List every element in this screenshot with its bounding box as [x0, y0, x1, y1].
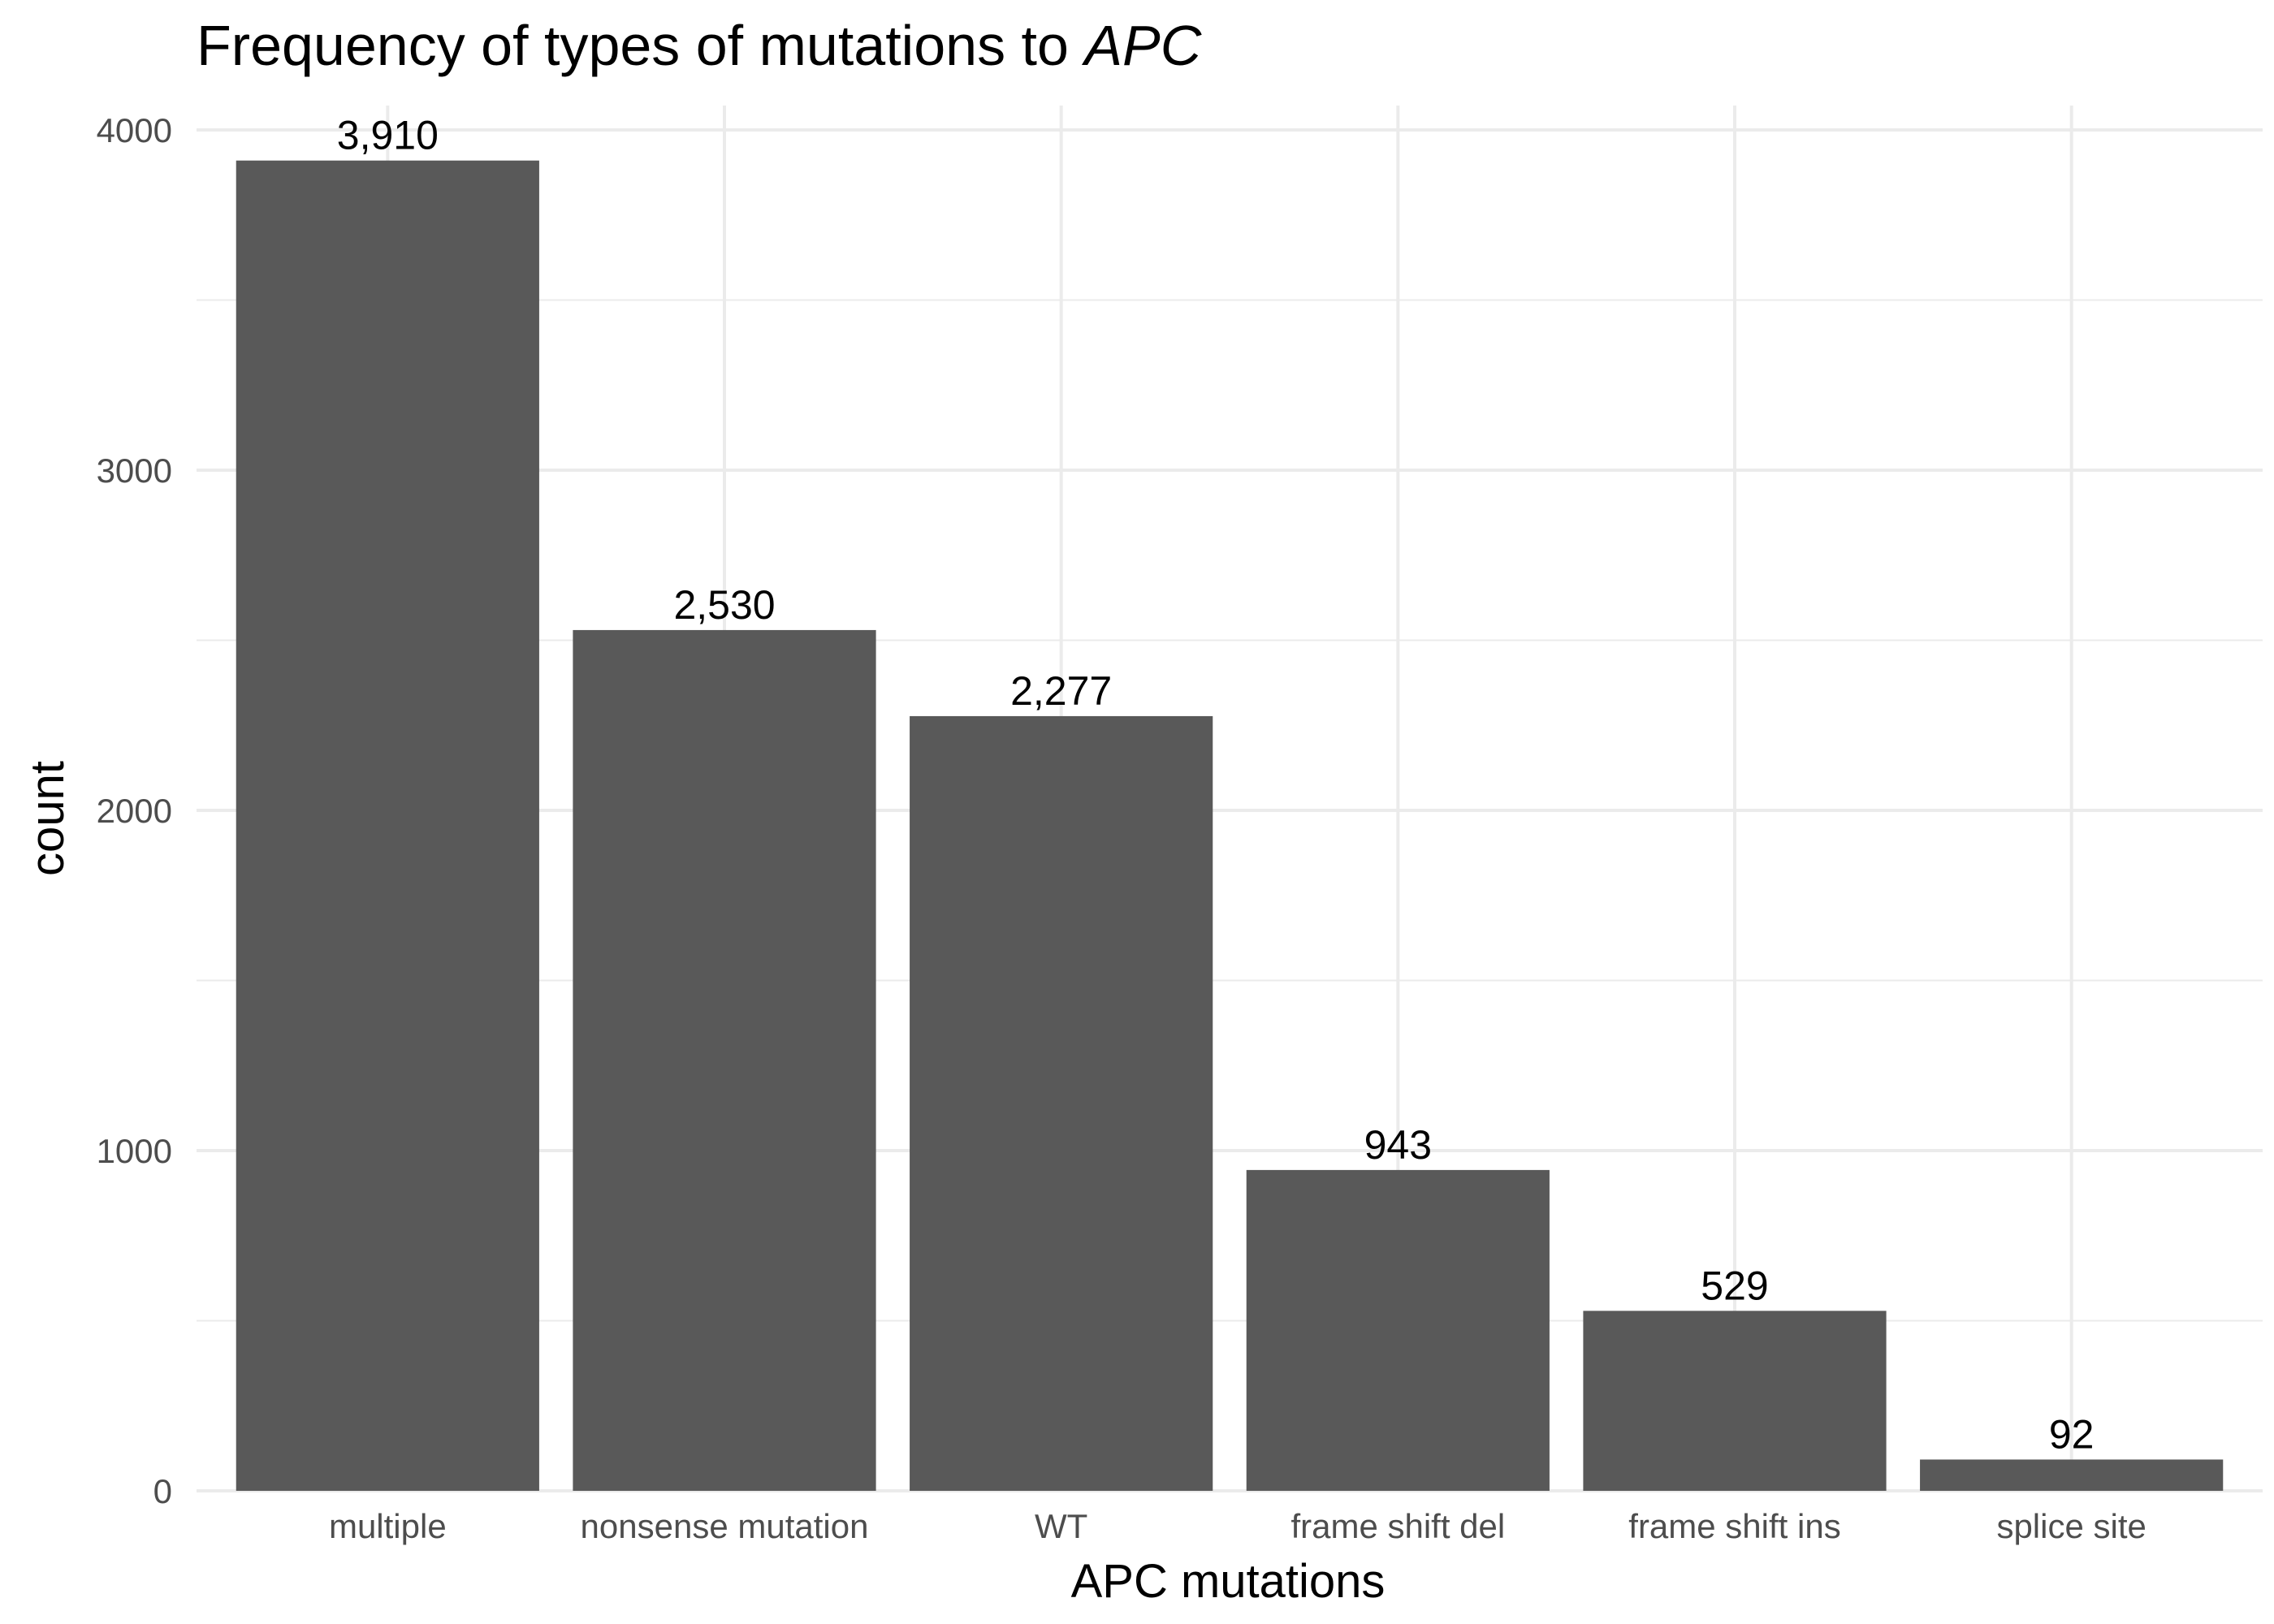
data-label: 92	[2049, 1411, 2095, 1457]
bar-frame-shift-ins	[1583, 1311, 1887, 1491]
x-axis-ticks: multiple nonsense mutation WT frame shift d…	[329, 1507, 2146, 1545]
bar-nonsense-mutation	[573, 629, 876, 1492]
data-label: 2,530	[673, 582, 775, 628]
x-axis-title: APC mutations	[1071, 1555, 1386, 1608]
y-tick-label: 3000	[97, 451, 172, 490]
y-tick-label: 0	[153, 1472, 172, 1510]
chart-title: Frequency of types of mutations to APC	[197, 14, 1202, 77]
chart-title-text: Frequency of types of mutations to	[197, 14, 1084, 77]
bar-frame-shift-del	[1246, 1169, 1550, 1491]
bar-splice-site	[1920, 1459, 2224, 1491]
data-label: 529	[1701, 1263, 1768, 1308]
bar-WT	[910, 715, 1213, 1491]
bar-multiple	[236, 160, 539, 1492]
x-tick-label: frame shift del	[1290, 1507, 1505, 1545]
data-labels: 3,910 2,530 2,277 943 529 92	[337, 113, 2095, 1458]
y-axis-title: count	[21, 761, 74, 876]
x-tick-label: splice site	[1996, 1507, 2146, 1545]
bars	[236, 160, 2224, 1492]
x-tick-label: WT	[1035, 1507, 1087, 1545]
y-tick-label: 2000	[97, 792, 172, 830]
y-tick-label: 4000	[97, 111, 172, 149]
data-label: 3,910	[337, 113, 439, 158]
x-tick-label: multiple	[329, 1507, 447, 1545]
y-tick-label: 1000	[97, 1132, 172, 1170]
data-label: 943	[1364, 1122, 1432, 1168]
x-tick-label: frame shift ins	[1628, 1507, 1840, 1545]
y-axis-ticks: 0 1000 2000 3000 4000	[97, 111, 172, 1510]
data-label: 2,277	[1010, 668, 1112, 714]
x-tick-label: nonsense mutation	[581, 1507, 869, 1545]
chart-title-italic: APC	[1081, 14, 1201, 77]
